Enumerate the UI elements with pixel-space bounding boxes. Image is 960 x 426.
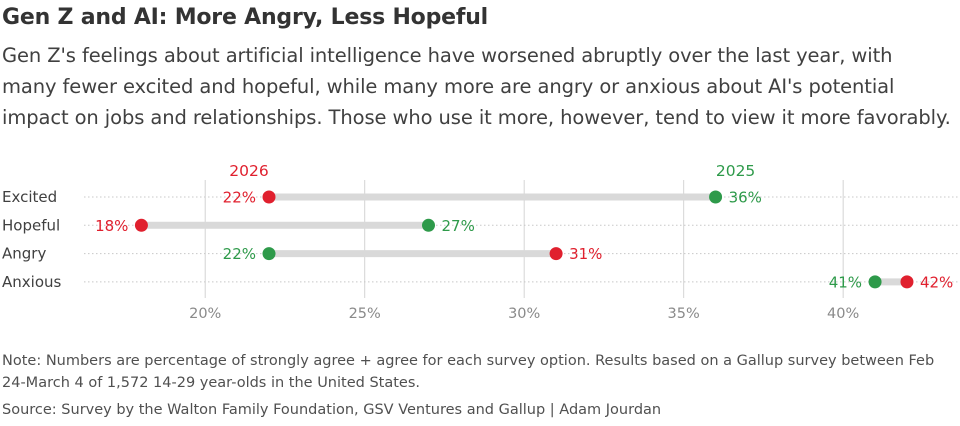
category-label: Excited xyxy=(2,188,57,206)
category-label: Anxious xyxy=(2,273,61,291)
dot-2026 xyxy=(262,190,276,204)
dot-2025 xyxy=(709,190,723,204)
dumbbell-chart: 20% 25% 30% 35% 40% Excited 22% 36% Hopeful 18% 27… xyxy=(2,162,958,322)
value-label-2025: 36% xyxy=(729,189,762,207)
value-label-2025: 22% xyxy=(223,245,256,263)
value-label-2026: 22% xyxy=(223,189,256,207)
category-label: Angry xyxy=(2,245,46,263)
x-tick-label: 40% xyxy=(827,306,859,322)
x-tick-label: 25% xyxy=(349,306,381,322)
chart-subtitle: Gen Z's feelings about artificial intell… xyxy=(2,44,951,129)
legend-label-2026: 2026 xyxy=(229,162,268,180)
dot-2026 xyxy=(549,247,563,261)
dot-2026 xyxy=(134,218,148,232)
chart-note: Note: Numbers are percentage of strongly… xyxy=(2,353,935,391)
value-label-2026: 42% xyxy=(920,273,953,291)
x-tick-label: 35% xyxy=(668,306,700,322)
value-label-2026: 18% xyxy=(95,217,128,235)
dot-2025 xyxy=(868,275,882,289)
x-tick-label: 30% xyxy=(508,306,540,322)
x-tick-label: 20% xyxy=(189,306,221,322)
value-label-2025: 27% xyxy=(441,217,474,235)
chart-title: Gen Z and AI: More Angry, Less Hopeful xyxy=(2,5,489,30)
dot-2025 xyxy=(262,247,276,261)
value-label-2026: 31% xyxy=(569,245,602,263)
value-label-2025: 41% xyxy=(829,273,862,291)
dot-2026 xyxy=(900,275,914,289)
dot-2025 xyxy=(421,218,435,232)
chart-source: Source: Survey by the Walton Family Foun… xyxy=(2,402,662,418)
category-label: Hopeful xyxy=(2,216,60,234)
legend-label-2025: 2025 xyxy=(716,162,755,180)
